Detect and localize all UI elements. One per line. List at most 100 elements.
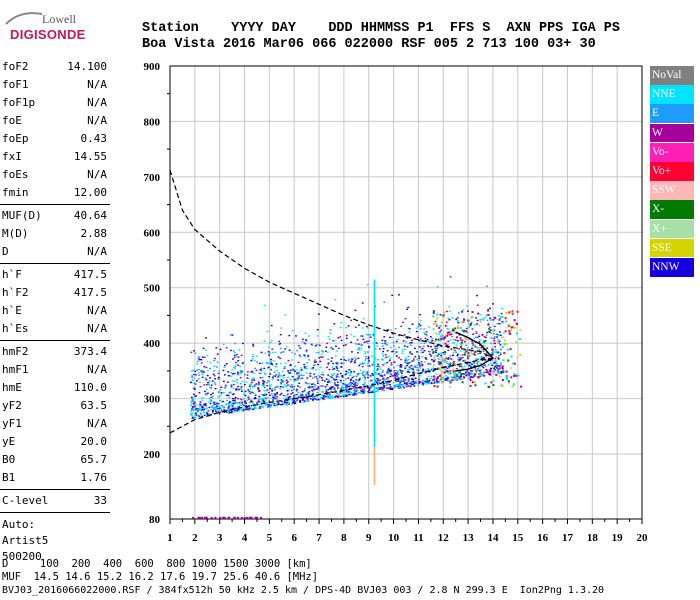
echo-point [478,373,480,376]
echo-point [407,380,410,382]
echo-point [419,313,422,316]
echo-point [494,336,496,338]
echo-point [400,377,403,379]
echo-point [400,325,403,328]
legend-item: SSE [650,238,694,258]
echo-point [363,370,366,373]
echo-point [236,405,239,408]
echo-point [364,351,367,353]
echo-point [494,346,497,348]
echo-point [421,356,423,358]
echo-point [304,342,307,345]
echo-point [300,367,303,369]
echo-point [369,333,371,336]
echo-point [484,336,487,339]
echo-point [494,316,497,319]
param-value: 65.7 [80,453,108,466]
echo-point [254,516,257,519]
echo-point [430,368,433,371]
echo-point [432,343,435,346]
echo-point [258,401,260,403]
param-row: foE N/A [0,112,110,130]
echo-point [477,333,480,336]
echo-point [250,408,253,410]
echo-point [221,404,223,407]
echo-point [337,370,340,372]
echo-point [317,363,319,366]
echo-point [222,343,225,346]
echo-point [373,337,376,342]
echo-point [483,336,486,338]
echo-point [333,382,336,384]
echo-point [477,312,480,315]
profile-solid [455,331,494,372]
echo-point [473,364,476,367]
echo-point [219,516,222,519]
echo-point [389,383,391,386]
muf-scale: MUF 14.5 14.6 15.2 16.2 17.6 19.7 25.6 4… [2,571,319,583]
echo-point [456,379,458,381]
echo-point [222,408,225,411]
echo-point [255,369,258,372]
echo-point [253,406,256,408]
echo-point [454,327,457,330]
echo-point [313,373,316,375]
echo-point [270,360,272,363]
echo-point [271,363,274,366]
echo-point [274,386,277,389]
echo-point [382,387,385,389]
echo-point [482,366,485,369]
echo-point [440,363,443,366]
echo-point [345,390,348,392]
echo-point [356,348,359,351]
echo-point [243,392,246,394]
echo-point [198,415,201,417]
echo-point [373,332,376,337]
echo-point [268,394,271,397]
echo-point [199,403,202,405]
echo-point [368,360,370,362]
echo-point [283,367,286,369]
echo-point [451,354,454,357]
echo-point [281,375,284,377]
echo-point [282,381,285,383]
echo-point [467,319,470,322]
echo-point [484,365,487,368]
echo-point [448,380,451,382]
echo-point [203,403,206,405]
echo-point [469,324,472,326]
echo-point [252,408,255,410]
echo-point [417,384,420,386]
echo-point [316,391,319,394]
echo-point [239,409,242,411]
echo-point [399,363,402,366]
echo-point [499,351,502,354]
echo-point [470,370,473,373]
echo-point [373,373,376,378]
echo-point [438,337,441,340]
echo-point [264,373,267,375]
echo-point [237,388,240,391]
echo-point [411,371,414,373]
echo-point [387,387,390,389]
echo-point [260,516,263,519]
echo-point [220,401,223,403]
echo-point [244,373,246,376]
echo-point [294,378,297,381]
echo-point [352,386,355,388]
autoscaling-info: Auto: Artist5 500200 [0,517,110,565]
echo-point [384,354,387,356]
echo-point [333,367,336,370]
echo-point [349,379,352,382]
echo-point [373,304,376,309]
echo-point [291,375,294,378]
echo-point [507,382,510,385]
echo-point [258,395,261,398]
echo-point [502,332,505,334]
echo-point [313,376,316,378]
echo-point [204,516,207,519]
echo-point [445,357,448,360]
echo-point [199,404,202,406]
echo-point [460,357,462,359]
echo-point [406,364,408,367]
